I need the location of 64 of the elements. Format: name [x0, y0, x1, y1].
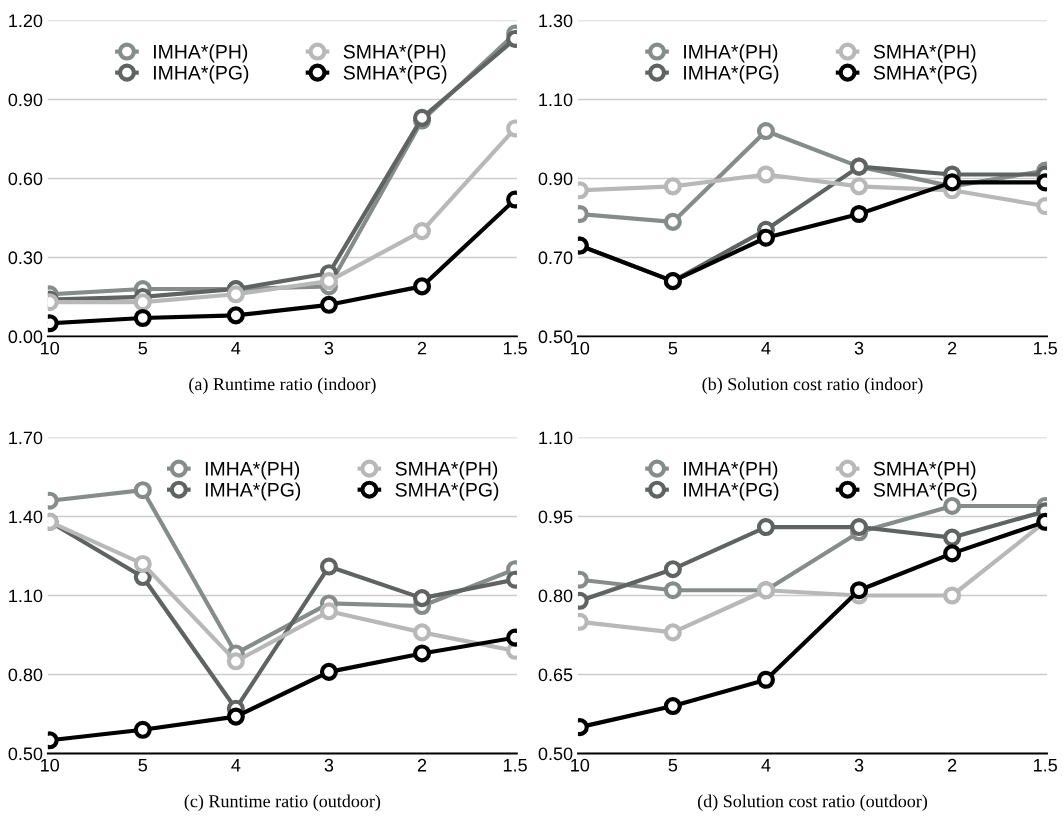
y-tick-label: 0.70	[538, 251, 573, 265]
y-tick-label: 0.50	[8, 747, 43, 761]
y-tick-label: 1.20	[9, 14, 43, 28]
x-tick-label: 2	[948, 758, 957, 772]
x-tick-label: 1.5	[1034, 759, 1057, 772]
x-tick-label: 1.5	[1034, 341, 1057, 355]
y-tick-label: 0.90	[8, 93, 43, 107]
legend-label: IMHA*(PG)	[154, 65, 249, 84]
legend-label: IMHA*(PH)	[684, 44, 778, 63]
x-tick-label: 10	[571, 758, 590, 772]
x-axis-title: (d) Solution cost ratio (outdoor)	[697, 794, 928, 811]
legend-label: IMHA*(PH)	[154, 44, 248, 63]
y-tick-label: 1.70	[9, 431, 43, 445]
x-tick-label: 5	[138, 341, 148, 355]
x-tick-label: 5	[668, 341, 678, 355]
y-tick-label: 0.80	[538, 589, 573, 603]
legend-label: SMHA*(PG)	[395, 482, 499, 501]
x-tick-label: 4	[761, 341, 771, 355]
legend-label: IMHA*(PG)	[684, 65, 779, 84]
y-tick-label: 0.90	[538, 172, 573, 186]
x-tick-label: 1.5	[503, 341, 527, 355]
x-tick-label: 1.5	[503, 759, 527, 772]
legend-label: SMHA*(PG)	[343, 65, 447, 84]
y-tick-label: 1.10	[539, 93, 573, 107]
y-tick-label: 1.30	[539, 14, 573, 28]
x-tick-label: 2	[948, 341, 957, 355]
y-tick-label: 1.10	[9, 589, 43, 603]
x-tick-label: 2	[417, 758, 427, 772]
legend-label: IMHA*(PH)	[684, 461, 778, 480]
y-tick-label: 0.60	[8, 172, 43, 186]
x-tick-label: 10	[571, 341, 590, 355]
x-tick-label: 3	[854, 758, 864, 772]
x-tick-label: 3	[324, 341, 334, 355]
x-tick-label: 10	[41, 758, 60, 772]
x-axis-title: (c) Runtime ratio (outdoor)	[184, 794, 381, 811]
x-tick-label: 5	[668, 759, 678, 772]
y-tick-label: 1.40	[9, 510, 43, 524]
legend-label: SMHA*(PG)	[873, 65, 977, 84]
y-tick-label: 0.30	[8, 251, 43, 265]
legend-label: IMHA*(PG)	[205, 482, 301, 501]
y-tick-label: 0.95	[538, 510, 573, 524]
x-axis-title: (b) Solution cost ratio (indoor)	[702, 377, 923, 394]
x-axis-title: (a) Runtime ratio (indoor)	[189, 377, 376, 394]
y-tick-label: 0.50	[538, 330, 573, 344]
y-tick-label: 0.50	[538, 747, 573, 761]
x-tick-label: 3	[854, 341, 864, 355]
y-tick-label: 0.80	[8, 668, 43, 682]
legend-label: SMHA*(PH)	[873, 461, 976, 480]
x-tick-label: 4	[231, 341, 241, 355]
x-tick-label: 2	[417, 341, 427, 355]
x-tick-label: 4	[761, 759, 771, 772]
legend-label: SMHA*(PH)	[343, 44, 446, 63]
y-tick-label: 1.10	[539, 431, 573, 445]
legend-label: IMHA*(PG)	[684, 482, 779, 501]
y-tick-label: 0.00	[8, 330, 43, 344]
x-tick-label: 3	[324, 758, 334, 772]
x-tick-label: 5	[138, 759, 148, 772]
legend-label: IMHA*(PH)	[205, 461, 300, 480]
x-tick-label: 10	[41, 341, 60, 355]
legend-label: SMHA*(PG)	[873, 482, 977, 501]
y-tick-label: 0.65	[538, 668, 573, 682]
x-tick-label: 4	[231, 759, 241, 772]
legend-label: SMHA*(PH)	[395, 461, 498, 480]
legend-label: SMHA*(PH)	[873, 44, 976, 63]
